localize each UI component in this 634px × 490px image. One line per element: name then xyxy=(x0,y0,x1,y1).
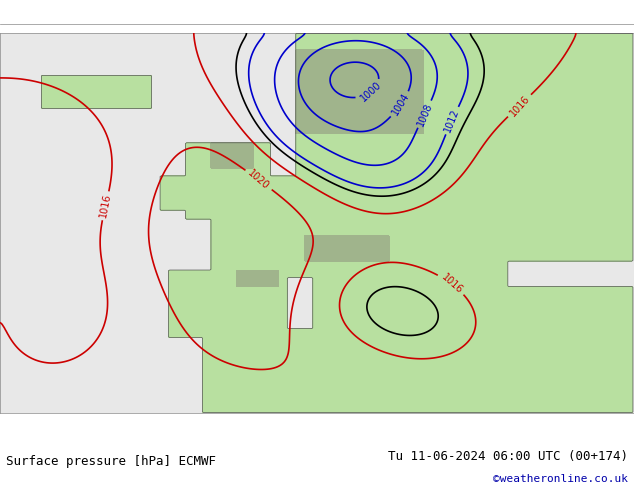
Text: 1016: 1016 xyxy=(508,93,531,118)
Text: Tu 11-06-2024 06:00 UTC (00+174): Tu 11-06-2024 06:00 UTC (00+174) xyxy=(387,450,628,464)
Text: 1020: 1020 xyxy=(246,168,271,192)
Text: ©weatheronline.co.uk: ©weatheronline.co.uk xyxy=(493,474,628,484)
Text: 1008: 1008 xyxy=(415,101,434,127)
Text: 1000: 1000 xyxy=(359,80,384,104)
Text: 1012: 1012 xyxy=(443,107,461,134)
Text: 1016: 1016 xyxy=(439,272,464,296)
Text: 1004: 1004 xyxy=(390,91,411,118)
Text: 1016: 1016 xyxy=(98,193,113,219)
Text: Surface pressure [hPa] ECMWF: Surface pressure [hPa] ECMWF xyxy=(6,455,216,468)
